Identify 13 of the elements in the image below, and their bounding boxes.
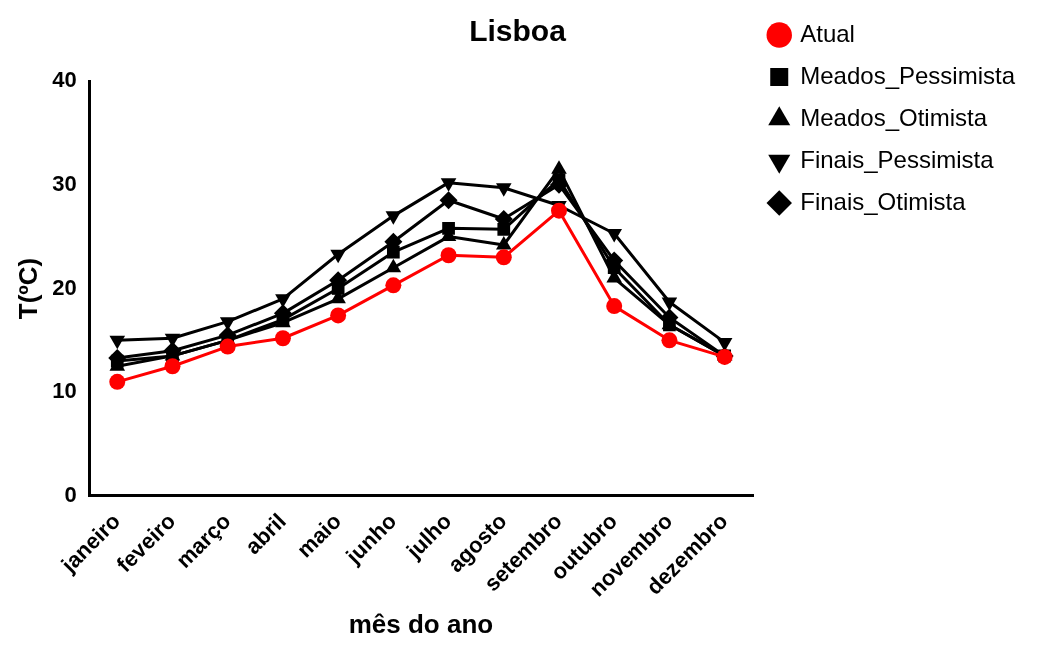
- legend-label: Meados_Pessimista: [800, 61, 1016, 89]
- y-tick-label: 10: [52, 378, 77, 404]
- x-axis-title: mês do ano: [348, 608, 494, 639]
- legend-label: Atual: [800, 19, 855, 47]
- legend-label: Finais_Otimista: [800, 187, 967, 215]
- y-tick-label: 20: [52, 274, 77, 300]
- chart-title: Lisboa: [469, 14, 567, 48]
- legend-label: Finais_Pessimista: [800, 145, 995, 173]
- y-tick-label: 0: [64, 482, 77, 507]
- y-tick-label: 30: [52, 170, 77, 196]
- y-axis-title: T(ºC): [12, 257, 43, 320]
- y-tick-label: 40: [52, 67, 77, 93]
- legend-label: Meados_Otimista: [800, 103, 988, 131]
